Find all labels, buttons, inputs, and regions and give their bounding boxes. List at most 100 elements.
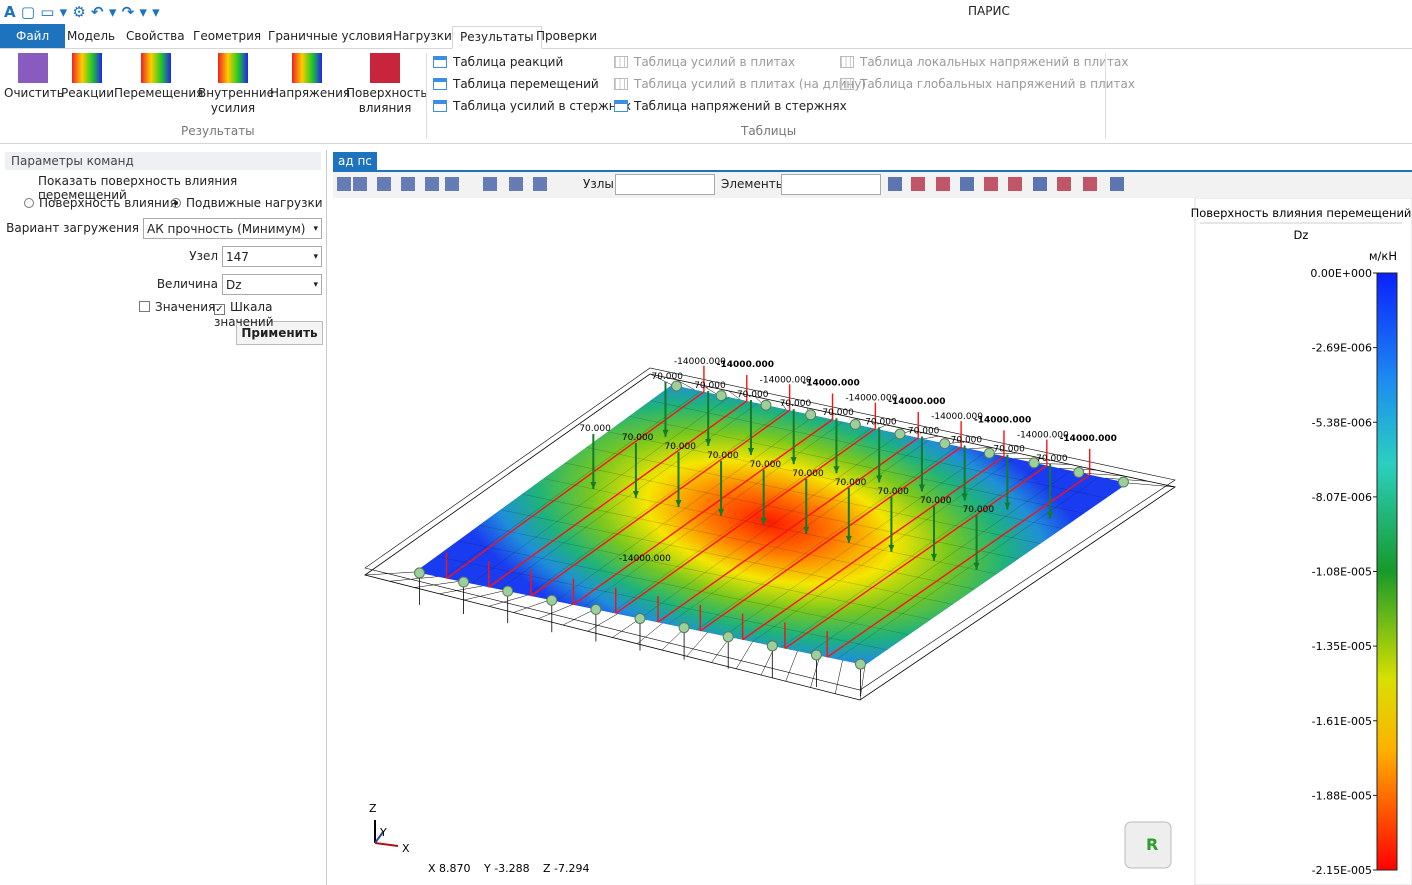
menu-tab[interactable]: Файл [0, 24, 66, 48]
toolbar-icon[interactable] [353, 177, 367, 191]
radio-label: Подвижные нагрузки [186, 196, 323, 210]
frame-line [637, 622, 663, 644]
toolbar-icon[interactable] [377, 177, 391, 191]
toolbar-icon[interactable] [483, 177, 497, 191]
mesh-line [780, 464, 1043, 648]
panel-title: Параметры команд [5, 152, 321, 170]
axis-label: Y [379, 826, 387, 839]
radio-option[interactable]: Поверхность влияния [24, 196, 177, 210]
group-label: Таблицы [741, 124, 797, 138]
line-load-label: -14000.000 [803, 378, 860, 388]
mesh-line [808, 470, 1072, 654]
line-load [826, 474, 1091, 658]
group-separator [1105, 53, 1106, 139]
ribbon-button[interactable]: Реакции [61, 53, 114, 101]
menu-tab[interactable]: Свойства [126, 29, 185, 43]
frame-line [439, 585, 483, 594]
toolbar-field-label: Узлы [583, 177, 614, 191]
toolbar-icon[interactable] [984, 177, 998, 191]
menu-tab[interactable]: Результаты [452, 26, 542, 49]
field-label: Узел [189, 249, 218, 263]
table-button[interactable]: Таблица усилий в стержнях [433, 96, 631, 116]
frame-line [513, 599, 551, 613]
checkbox-box: ✓ [214, 304, 225, 315]
frame-line [463, 590, 506, 601]
view-cube[interactable] [1124, 821, 1172, 869]
toolbar-field-input[interactable] [615, 174, 715, 195]
toolbar-icon[interactable] [445, 177, 459, 191]
toolbar-icon[interactable] [911, 177, 925, 191]
legend-tick-label: -2.69E-006 [1312, 342, 1372, 355]
toolbar-icon[interactable] [888, 177, 902, 191]
toolbar-icon[interactable] [1033, 177, 1047, 191]
frame-line [364, 571, 416, 576]
radio-option[interactable]: Подвижные нагрузки [171, 196, 323, 210]
ribbon-button[interactable]: Напряжения [270, 53, 350, 101]
toolbar-icon[interactable] [960, 177, 974, 191]
point-load-label: 70.000 [651, 372, 683, 382]
checkbox[interactable]: ✓ Шкала значений [214, 300, 326, 329]
menu-tab[interactable]: Нагрузки [393, 29, 452, 43]
ribbon: Очистить Реакции Перемещения Внутренние уси… [0, 49, 1412, 144]
title-bar: A ▢ ▭ ▾ ⚙ ↶ ▾ ↷ ▾ ▾ ПАРИС [0, 0, 1412, 24]
toolbar-field-input[interactable] [781, 174, 881, 195]
toolbar-icon[interactable] [337, 177, 351, 191]
toolbar-icon[interactable] [1083, 177, 1097, 191]
toolbar-icon[interactable] [533, 177, 547, 191]
field-combo[interactable]: 147 [222, 246, 322, 268]
checkbox[interactable]: Значения [139, 300, 215, 314]
toolbar-icon[interactable] [936, 177, 950, 191]
legend-tick-label: -1.88E-005 [1312, 789, 1372, 802]
toolbar-icon[interactable] [401, 177, 415, 191]
field-combo[interactable]: АК прочность (Минимум) [143, 218, 322, 240]
apply-button[interactable]: Применить [236, 321, 323, 345]
frame-line [781, 402, 787, 410]
support [849, 418, 861, 430]
support [983, 447, 995, 459]
menu-tab[interactable]: Проверки [536, 29, 598, 43]
line-load [742, 455, 1005, 641]
mesh-line [499, 403, 758, 590]
toolbar-icon[interactable] [425, 177, 439, 191]
table-button[interactable]: Таблица напряжений в стержнях [614, 96, 847, 116]
toolbar-field-label: Элементы [721, 177, 786, 191]
frame-line [587, 613, 618, 632]
menu-tab[interactable]: Модель [67, 29, 116, 43]
menu-tab[interactable]: Геометрия [193, 29, 262, 43]
quick-access-toolbar[interactable]: A ▢ ▭ ▾ ⚙ ↶ ▾ ↷ ▾ ▾ [4, 3, 160, 21]
mesh-line [555, 415, 815, 602]
point-load-head [747, 448, 754, 456]
support [590, 603, 602, 615]
mesh-line [527, 409, 787, 596]
view-tab[interactable]: ад пс [333, 152, 377, 170]
ribbon-button[interactable]: Поверхность влияния [346, 53, 427, 116]
line-load-label: -14000.000 [717, 360, 774, 370]
radio-label: Поверхность влияния [39, 196, 177, 210]
toolbar-icon[interactable] [1110, 177, 1124, 191]
checkbox-label: Значения [155, 300, 216, 314]
ribbon-button[interactable]: Внутренние усилия [198, 53, 274, 116]
table-button[interactable]: Таблица перемещений [433, 74, 599, 94]
point-load-head [876, 475, 883, 483]
support [722, 631, 734, 643]
support [1073, 466, 1085, 478]
ribbon-button[interactable]: Перемещения [114, 53, 203, 101]
legend-title: Поверхность влияния перемещений [1191, 206, 1412, 220]
menu-tab[interactable]: Граничные условия [268, 29, 393, 43]
frame-line [785, 650, 798, 682]
toolbar-icon[interactable] [1057, 177, 1071, 191]
radio-circle [24, 198, 34, 208]
surface-gradient [445, 385, 1095, 665]
field-combo[interactable]: Dz [222, 274, 322, 296]
toolbar-icon[interactable] [509, 177, 523, 191]
table-button[interactable]: Таблица реакций [433, 52, 563, 72]
mesh-line [479, 524, 931, 620]
support [678, 622, 690, 634]
ribbon-button[interactable]: Очистить [4, 53, 64, 101]
line-load [530, 409, 791, 597]
axis-label: Z [369, 802, 377, 815]
toolbar-icon[interactable] [1008, 177, 1022, 191]
point-load-label: 70.000 [951, 436, 983, 446]
point-load-label: 70.000 [908, 426, 940, 436]
